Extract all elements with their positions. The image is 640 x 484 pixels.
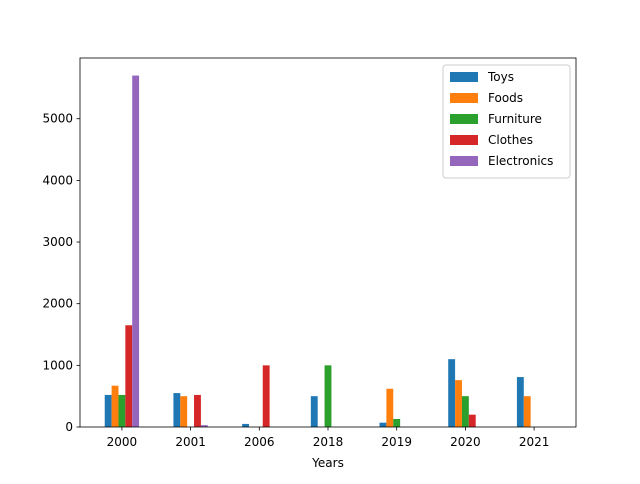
bar-clothes-2020: [468, 414, 476, 427]
bar-toys-2018: [310, 396, 318, 427]
legend-label-electronics: Electronics: [488, 154, 553, 168]
bar-furniture-2018: [324, 365, 332, 427]
bar-electronics-2000: [132, 75, 140, 428]
x-tick-label: 2021: [519, 435, 550, 449]
y-tick-label: 3000: [42, 235, 73, 249]
bar-toys-2000: [104, 394, 112, 427]
bar-toys-2019: [379, 422, 387, 427]
legend-label-foods: Foods: [488, 91, 523, 105]
legend: Toys Foods Furniture Clothes Electronics: [442, 64, 571, 179]
bar-foods-2021: [523, 396, 531, 427]
x-tick-label: 2018: [313, 435, 344, 449]
bar-toys-2006: [242, 423, 249, 427]
x-tick-label: 2000: [107, 435, 138, 449]
legend-label-furniture: Furniture: [488, 112, 542, 126]
y-tick-label: 0: [65, 420, 73, 434]
bar-furniture-2000: [118, 394, 126, 427]
legend-swatch-clothes: [450, 135, 478, 145]
bar-toys-2021: [516, 377, 524, 427]
legend-label-toys: Toys: [487, 70, 514, 84]
y-tick-label: 2000: [42, 297, 73, 311]
legend-label-clothes: Clothes: [488, 133, 533, 147]
y-tick-label: 1000: [42, 358, 73, 372]
bar-electronics-2001: [200, 425, 208, 427]
y-tick-label: 5000: [42, 112, 73, 126]
x-axis-label: Years: [311, 456, 344, 470]
x-tick-label: 2019: [381, 435, 412, 449]
bar-furniture-2020: [461, 396, 469, 427]
x-tick-label: 2006: [244, 435, 275, 449]
bars-layer: [104, 75, 531, 428]
bar-foods-2000: [111, 385, 119, 427]
bar-foods-2001: [180, 396, 188, 427]
x-tick-label: 2020: [450, 435, 481, 449]
y-tick-label: 4000: [42, 173, 73, 187]
bar-toys-2001: [173, 393, 181, 427]
bar-toys-2020: [448, 359, 456, 427]
bar-clothes-2000: [125, 325, 133, 427]
bar-clothes-2006: [262, 365, 270, 427]
bar-foods-2019: [386, 388, 394, 427]
legend-swatch-foods: [450, 93, 478, 103]
bar-furniture-2019: [393, 418, 401, 427]
legend-swatch-furniture: [450, 114, 478, 124]
bar-foods-2020: [455, 380, 462, 427]
legend-swatch-electronics: [450, 156, 478, 166]
axes-layer: 0 1000 2000 3000 4000 5000 2000 2001 2006 2018 201…: [42, 57, 577, 449]
bar-clothes-2001: [194, 394, 201, 427]
x-tick-label: 2001: [175, 435, 206, 449]
legend-swatch-toys: [450, 72, 478, 82]
